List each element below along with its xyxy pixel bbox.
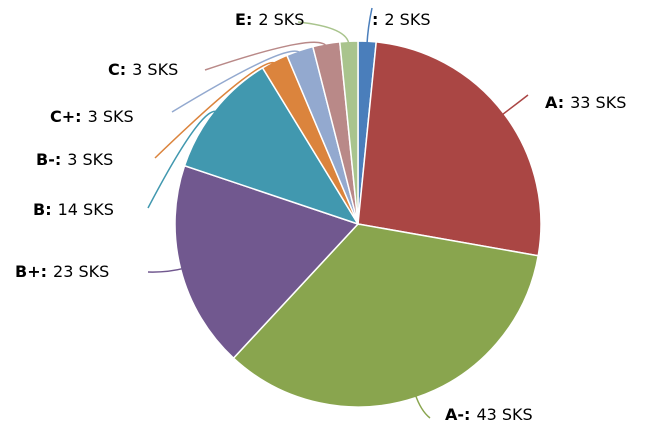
data-label: A: 33 SKS bbox=[545, 93, 626, 112]
label-separator: : bbox=[55, 150, 61, 169]
leader-line bbox=[414, 393, 431, 419]
value-label: 2 SKS bbox=[258, 10, 304, 29]
leader-line bbox=[297, 21, 350, 46]
label-separator: : bbox=[558, 93, 564, 112]
data-label: B-: 3 SKS bbox=[36, 150, 113, 169]
data-label: B+: 23 SKS bbox=[15, 262, 109, 281]
leader-line bbox=[147, 267, 185, 273]
value-label: 3 SKS bbox=[88, 107, 134, 126]
leader-line bbox=[204, 41, 328, 71]
data-label: C+: 3 SKS bbox=[50, 107, 134, 126]
value-label: 14 SKS bbox=[58, 200, 114, 219]
leader-line bbox=[154, 62, 278, 159]
label-separator: : bbox=[120, 60, 126, 79]
data-label: E: 2 SKS bbox=[235, 10, 304, 29]
value-label: 3 SKS bbox=[67, 150, 113, 169]
label-separator: : bbox=[246, 10, 252, 29]
category-name: B bbox=[33, 200, 45, 219]
category-name: A- bbox=[445, 405, 464, 424]
leader-line bbox=[366, 7, 373, 46]
data-label: A-: 43 SKS bbox=[445, 405, 533, 424]
leader-line bbox=[147, 110, 219, 209]
data-label: B: 14 SKS bbox=[33, 200, 114, 219]
category-name: E bbox=[235, 10, 246, 29]
category-name: B+ bbox=[15, 262, 41, 281]
value-label: 33 SKS bbox=[570, 93, 626, 112]
label-separator: : bbox=[41, 262, 47, 281]
value-label: 2 SKS bbox=[384, 10, 430, 29]
label-separator: : bbox=[464, 405, 470, 424]
category-name: C bbox=[108, 60, 120, 79]
label-separator: : bbox=[45, 200, 51, 219]
value-label: 3 SKS bbox=[132, 60, 178, 79]
category-name: A bbox=[545, 93, 558, 112]
category-name: C+ bbox=[50, 107, 75, 126]
pie-slice bbox=[183, 66, 360, 226]
data-label: :2 SKS bbox=[372, 10, 430, 29]
pie-slice bbox=[357, 41, 542, 257]
category-name: B- bbox=[36, 150, 55, 169]
data-label: C: 3 SKS bbox=[108, 60, 178, 79]
value-label: 43 SKS bbox=[476, 405, 532, 424]
leader-line bbox=[500, 94, 529, 117]
value-label: 23 SKS bbox=[53, 262, 109, 281]
label-separator: : bbox=[75, 107, 81, 126]
leader-line bbox=[171, 50, 302, 113]
label-separator: : bbox=[372, 10, 378, 29]
